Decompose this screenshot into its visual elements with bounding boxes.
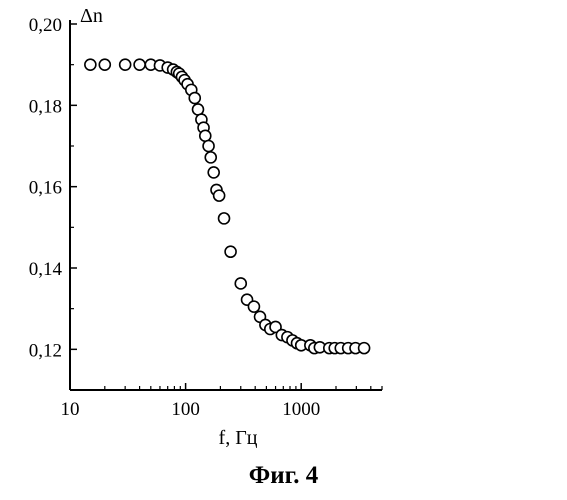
y-axis-title: Δn	[80, 5, 103, 27]
y-tick-label: 0,12	[29, 340, 62, 361]
data-point	[120, 59, 131, 70]
data-point	[235, 278, 246, 289]
data-point	[205, 152, 216, 163]
data-point	[225, 246, 236, 257]
x-tick-label: 1000	[282, 399, 320, 420]
data-point	[85, 59, 96, 70]
y-tick-label: 0,16	[29, 178, 62, 199]
y-tick-label: 0,18	[29, 96, 62, 117]
data-point	[189, 93, 200, 104]
tick-marks	[70, 24, 382, 390]
data-point	[134, 59, 145, 70]
data-point	[203, 141, 214, 152]
data-point	[219, 213, 230, 224]
data-point	[208, 167, 219, 178]
data-points	[85, 59, 370, 353]
y-tick-label: 0,14	[29, 259, 63, 280]
x-tick-label: 100	[171, 399, 200, 420]
data-point	[99, 59, 110, 70]
data-point	[248, 301, 259, 312]
figure-caption: Фиг. 4	[0, 462, 567, 490]
data-point	[192, 104, 203, 115]
data-point	[214, 190, 225, 201]
axes	[70, 20, 382, 390]
y-tick-label: 0,20	[29, 15, 62, 36]
x-axis-title: f, Гц	[219, 427, 258, 449]
data-point	[359, 343, 370, 354]
x-tick-label: 10	[61, 399, 80, 420]
data-point	[200, 130, 211, 141]
